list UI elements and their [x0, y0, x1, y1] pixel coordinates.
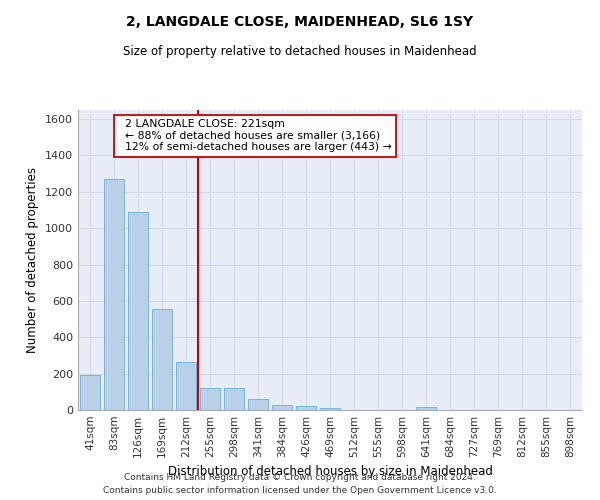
Bar [248, 399, 268, 410]
Text: Size of property relative to detached houses in Maidenhead: Size of property relative to detached ho… [123, 45, 477, 58]
Bar [80, 374, 100, 410]
Text: 2, LANGDALE CLOSE, MAIDENHEAD, SL6 1SY: 2, LANGDALE CLOSE, MAIDENHEAD, SL6 1SY [127, 15, 473, 29]
Bar [272, 404, 292, 410]
Text: 2 LANGDALE CLOSE: 221sqm
  ← 88% of detached houses are smaller (3,166)
  12% of: 2 LANGDALE CLOSE: 221sqm ← 88% of detach… [118, 119, 392, 152]
Bar [320, 408, 340, 410]
Bar [152, 309, 172, 410]
Bar [416, 408, 436, 410]
Text: Contains HM Land Registry data © Crown copyright and database right 2024.: Contains HM Land Registry data © Crown c… [124, 474, 476, 482]
Bar [296, 406, 316, 410]
Bar [128, 212, 148, 410]
Bar [104, 179, 124, 410]
Y-axis label: Number of detached properties: Number of detached properties [26, 167, 40, 353]
Bar [200, 388, 220, 410]
Bar [176, 362, 196, 410]
X-axis label: Distribution of detached houses by size in Maidenhead: Distribution of detached houses by size … [167, 466, 493, 478]
Bar [224, 388, 244, 410]
Text: Contains public sector information licensed under the Open Government Licence v3: Contains public sector information licen… [103, 486, 497, 495]
